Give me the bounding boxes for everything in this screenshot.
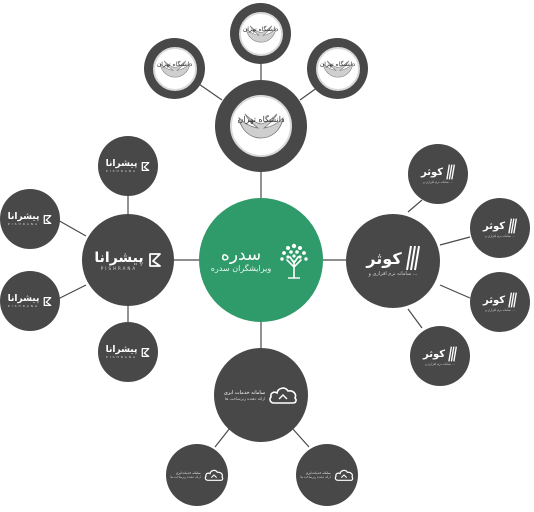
pishrana-name: پیشرانا [94,249,144,266]
cloud-line-1: سامانه خدمات ابری [223,389,266,396]
kowsar-name: کوثر [420,166,444,178]
cloud-line-1: سامانه خدمات ابری [175,471,201,475]
pishrana-subtitle: PISHRANA [7,222,40,226]
kowsar-subtitle: سامانه نرم افزاری و ... [485,308,515,312]
hub-subtitle: ویرایشگران سدره [210,264,272,273]
pishrana-mark-icon [141,161,150,171]
university-name: دانشگاه تهران [237,115,285,124]
cloud-logo: سامانه خدمات ابری ارائه دهنده زیرساخت ها [300,468,353,482]
hub-university[interactable]: دانشگاه تهران [215,80,307,172]
cloud-icon [269,387,297,404]
kowsar-logo: کوثر سامانه نرم افزاری و ... [420,164,456,184]
cloud-line-2: ارائه دهنده زیرساخت ها [300,475,331,479]
kowsar-stripes-icon [446,164,456,180]
kowsar-subtitle: سامانه نرم افزاری و ... [425,362,455,366]
kowsar-stripes-icon [508,292,518,308]
kowsar-logo: کوثر سامانه نرم افزاری و ... [366,245,420,277]
satellite-pishrana-upper-left[interactable]: پیشرانا PISHRANA [0,189,60,249]
connector [55,284,87,301]
university-name: دانشگاه تهران [156,60,193,68]
university-name: دانشگاه تهران [242,25,279,33]
pishrana-subtitle: PISHRANA [100,265,138,271]
hub-cloud[interactable]: سامانه خدمات ابری ارائه دهنده زیرساخت ها [214,348,308,442]
kowsar-stripes-icon [508,218,518,234]
pishrana-logo: پیشرانا PISHRANA [8,212,53,226]
kowsar-name: کوثر [482,294,506,306]
university-name: دانشگاه تهران [319,60,356,68]
pishrana-name: پیشرانا [7,212,40,222]
cloud-line-2: ارائه دهنده زیرساخت ها [225,395,266,401]
pishrana-mark-icon [43,214,52,224]
kowsar-name: کوثر [422,348,446,360]
wings-icon [159,60,190,77]
satellite-university-top[interactable]: دانشگاه تهران [230,3,291,64]
university-logo: دانشگاه تهران [152,46,197,91]
pishrana-subtitle: PISHRANA [7,304,40,308]
satellite-university-left[interactable]: دانشگاه تهران [144,38,205,99]
kowsar-subtitle: سامانه نرم افزاری و ... [423,180,453,184]
tree-icon [280,243,308,279]
satellite-kowsar-upper-right[interactable]: کوثر سامانه نرم افزاری و ... [470,198,530,258]
university-logo: دانشگاه تهران [315,46,360,91]
pishrana-subtitle: PISHRANA [105,355,138,359]
pishrana-name: پیشرانا [105,159,138,169]
kowsar-logo: کوثر سامانه نرم افزاری و ... [482,218,518,238]
wings-icon [245,25,276,42]
kowsar-logo: کوثر سامانه نرم افزاری و ... [482,292,518,312]
hub-sedreh[interactable]: سدره ویرایشگران سدره [199,198,323,322]
satellite-kowsar-top[interactable]: کوثر سامانه نرم افزاری و ... [408,144,468,204]
satellite-cloud-left[interactable]: سامانه خدمات ابری ارائه دهنده زیرساخت ها [166,444,228,506]
kowsar-stripes-icon [405,245,420,271]
hub-pishrana[interactable]: پیشرانا PISHRANA [82,214,174,306]
pishrana-mark-icon [43,296,52,306]
sedreh-logo: سدره ویرایشگران سدره [211,241,312,279]
kowsar-stripes-icon [448,346,458,362]
pishrana-logo: پیشرانا PISHRANA [94,250,161,271]
wings-icon [238,113,284,139]
satellite-kowsar-lower-right[interactable]: کوثر سامانه نرم افزاری و ... [470,272,530,332]
satellite-pishrana-top[interactable]: پیشرانا PISHRANA [98,136,158,196]
pishrana-name: پیشرانا [7,294,40,304]
connector [439,236,471,246]
hub-kowsar[interactable]: کوثر سامانه نرم افزاری و ... [346,214,440,308]
cloud-icon [334,469,353,481]
satellite-kowsar-bottom[interactable]: کوثر سامانه نرم افزاری و ... [410,326,470,386]
satellite-cloud-right[interactable]: سامانه خدمات ابری ارائه دهنده زیرساخت ها [296,444,358,506]
pishrana-logo: پیشرانا PISHRANA [106,159,151,173]
pishrana-mark-icon [141,347,150,357]
satellite-university-right[interactable]: دانشگاه تهران [307,38,368,99]
pishrana-logo: پیشرانا PISHRANA [8,294,53,308]
connector [291,427,310,448]
satellite-pishrana-bottom[interactable]: پیشرانا PISHRANA [98,322,158,382]
connector [195,81,223,101]
connector [214,427,231,448]
kowsar-subtitle: سامانه نرم افزاری و ... [368,271,418,277]
pishrana-subtitle: PISHRANA [105,169,138,173]
pishrana-name: پیشرانا [105,345,138,355]
cloud-logo: سامانه خدمات ابری ارائه دهنده زیرساخت ها [170,468,223,482]
pishrana-logo: پیشرانا PISHRANA [106,345,151,359]
wings-icon [322,60,353,77]
university-logo: دانشگاه تهران [230,95,292,157]
connector [439,284,471,299]
cloud-icon [204,469,223,481]
hub-name: سدره [220,245,262,265]
cloud-logo: سامانه خدمات ابری ارائه دهنده زیرساخت ها [224,385,298,405]
cloud-line-1: سامانه خدمات ابری [305,471,331,475]
pishrana-mark-icon [148,253,161,267]
connector [55,218,87,237]
kowsar-name: کوثر [366,248,402,268]
kowsar-subtitle: سامانه نرم افزاری و ... [485,234,515,238]
university-logo: دانشگاه تهران [238,11,283,56]
satellite-pishrana-lower-left[interactable]: پیشرانا PISHRANA [0,271,60,331]
kowsar-logo: کوثر سامانه نرم افزاری و ... [422,346,458,366]
connector [407,308,423,329]
kowsar-name: کوثر [482,220,506,232]
cloud-line-2: ارائه دهنده زیرساخت ها [170,475,201,479]
connector [407,199,423,213]
